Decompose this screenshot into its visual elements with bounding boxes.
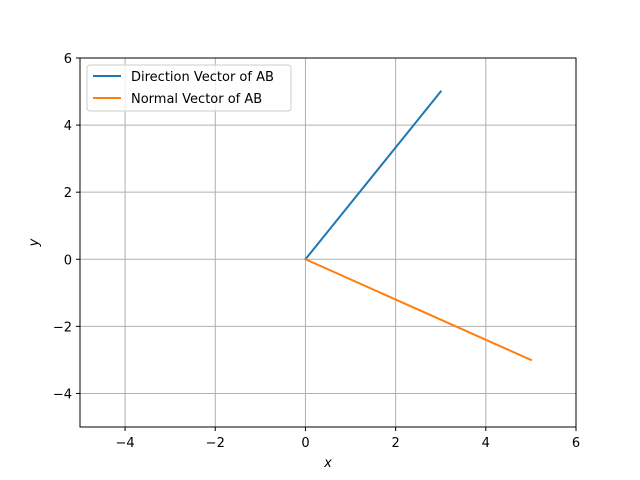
series-line-1 <box>304 257 533 362</box>
legend-box <box>86 64 292 112</box>
x-tick-label: 6 <box>572 436 580 451</box>
series-line-0 <box>304 90 443 261</box>
grid <box>80 57 577 427</box>
x-tick-label: 0 <box>301 436 309 451</box>
y-tick-label: 6 <box>64 52 72 67</box>
y-tick-label: 0 <box>64 253 72 268</box>
y-tick-label: 4 <box>64 119 72 134</box>
y-tick-label: −2 <box>53 320 72 335</box>
y-tick-label: −4 <box>53 387 72 402</box>
x-tick-label: 4 <box>482 436 490 451</box>
series-lines <box>304 90 533 362</box>
x-tick-label: 2 <box>391 436 399 451</box>
legend-label-direction-vector: Direction Vector of AB <box>131 70 274 85</box>
axis-ticks: −4 −2 0 2 4 6 −4 −2 0 2 4 6 <box>53 52 580 451</box>
legend-label-normal-vector: Normal Vector of AB <box>131 92 262 107</box>
y-axis-label: y <box>27 238 42 247</box>
x-axis-label: x <box>323 456 332 471</box>
legend: Direction Vector of AB Normal Vector of … <box>86 64 292 112</box>
x-tick-label: −2 <box>206 436 225 451</box>
plot-frame <box>79 57 577 428</box>
x-tick-label: −4 <box>116 436 135 451</box>
y-tick-label: 2 <box>64 186 72 201</box>
